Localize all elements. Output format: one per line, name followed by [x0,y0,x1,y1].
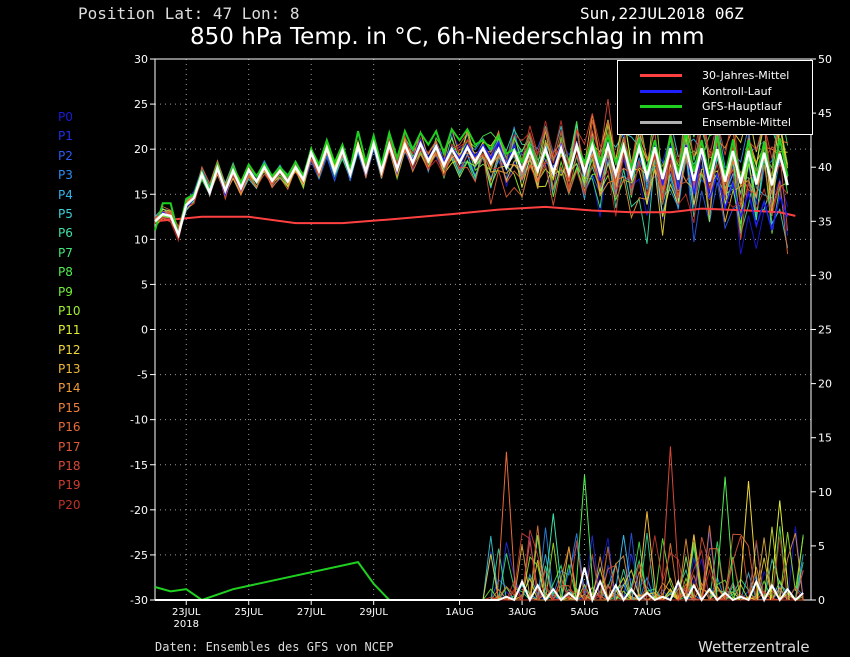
y-left-tick-label: -5 [137,369,148,382]
member-label: P2 [58,148,73,163]
legend-label: Ensemble-Mittel [702,115,791,129]
precip-peak [574,474,595,601]
y-left-tick-label: -15 [130,459,148,472]
member-label: P12 [58,342,81,357]
ensemble-member-list: P0 P1 P2 P3 P4 P5 P6 P7 P8 P9 P10 P11 P12 P13 P14 P15 P1… [58,108,81,515]
member-label: P11 [58,323,81,338]
member-label: P19 [58,478,81,493]
member-label: P15 [58,400,81,415]
y-left-tick-label: 0 [141,324,148,337]
member-label: P20 [58,497,81,512]
member-label: P4 [58,187,73,202]
precip-peak [738,480,759,601]
precip-peak [769,500,790,601]
x-tick-label: 29JUL [359,607,388,618]
y-left-tick-label: -20 [130,504,148,517]
legend: 30-Jahres-Mittel Kontroll-Lauf GFS-Hauptla… [617,60,813,135]
y-left-tick-label: 25 [134,98,148,111]
x-tick-label: 5AUG [570,607,598,618]
y-right-tick-label: 15 [818,432,832,445]
legend-swatch [640,105,682,108]
precip-series-P9 [155,535,804,602]
series-climate-mean [154,205,796,225]
precip-gfs-main [154,561,391,602]
series-P17 [154,119,789,240]
precip-series-P13 [155,534,804,601]
precip-series-P15 [155,525,804,602]
member-label: P6 [58,226,73,241]
y-right-tick-label: 35 [818,215,832,228]
run-date: Sun,22JUL2018 06Z [580,4,744,23]
legend-label: GFS-Hauptlauf [702,100,782,113]
x-tick-label: 25JUL [234,607,263,618]
y-left-tick-label: -30 [130,594,148,607]
precip-peak [613,535,634,601]
y-left-tick-label: -10 [130,414,148,427]
legend-entry: 30-Jahres-Mittel [618,68,812,83]
y-left-tick-label: 10 [134,233,148,246]
member-label: P0 [58,110,73,124]
chart-title: 850 hPa Temp. in °C, 6h-Niederschlag in … [190,24,705,50]
member-label: P1 [58,129,73,144]
series-gfs-main [154,127,789,236]
legend-entry: Ensemble-Mittel [618,115,812,130]
x-tick-label: 27JUL [297,607,326,618]
legend-swatch [640,74,682,77]
precip-peak [715,476,735,601]
data-source: Daten: Ensembles des GFS von NCEP [155,640,394,654]
y-left-tick-label: 20 [134,143,148,156]
member-label: P7 [58,245,73,260]
y-right-tick-label: 5 [818,540,825,553]
y-left-tick-label: -25 [130,549,148,562]
precip-peak [543,513,564,601]
y-right-tick-label: 45 [818,107,832,120]
x-tick-label: 3AUG [508,607,536,618]
precip-series-P16 [155,533,804,602]
legend-entry: GFS-Hauptlauf [618,99,812,114]
legend-swatch [640,120,682,124]
member-label: P8 [58,265,73,280]
legend-swatch [640,89,682,93]
y-right-tick-label: 0 [818,594,825,607]
legend-label: Kontroll-Lauf [702,84,772,98]
precip-ensemble-mean [155,567,804,604]
member-label: P14 [58,381,81,396]
member-label: P17 [58,439,81,454]
x-tick-label: 1AUG [445,607,473,618]
y-right-tick-label: 30 [818,269,832,282]
precip-peak [660,446,681,601]
member-label: P9 [58,284,73,299]
legend-label: 30-Jahres-Mittel [702,69,790,82]
member-label: P3 [58,168,73,183]
y-left-tick-label: 15 [134,188,148,201]
member-label: P16 [58,420,81,435]
x-tick-label: 23JUL [172,607,201,618]
y-right-tick-label: 20 [818,378,832,391]
y-right-tick-label: 50 [818,53,832,66]
member-label: P10 [58,303,81,318]
legend-entry: Kontroll-Lauf [618,84,812,99]
member-label: P18 [58,459,81,474]
x-tick-label: 7AUG [633,607,661,618]
x-year-label: 2018 [174,619,199,630]
precip-series-P1 [155,531,804,601]
y-right-tick-label: 25 [818,324,832,337]
member-label: P13 [58,362,81,377]
precip-series-P12 [155,534,804,601]
position-label: Position Lat: 47 Lon: 8 [78,4,300,23]
y-right-tick-label: 40 [818,161,832,174]
y-right-tick-label: 10 [818,486,832,499]
precip-peak [496,451,517,601]
series-ensemble-mean [154,139,789,239]
member-label: P5 [58,206,73,221]
precip-series-P5 [155,534,804,602]
y-left-tick-label: 30 [134,53,148,66]
brand-label: Wetterzentrale [698,638,810,656]
y-left-tick-label: 5 [141,278,148,291]
precip-peak [637,511,657,601]
